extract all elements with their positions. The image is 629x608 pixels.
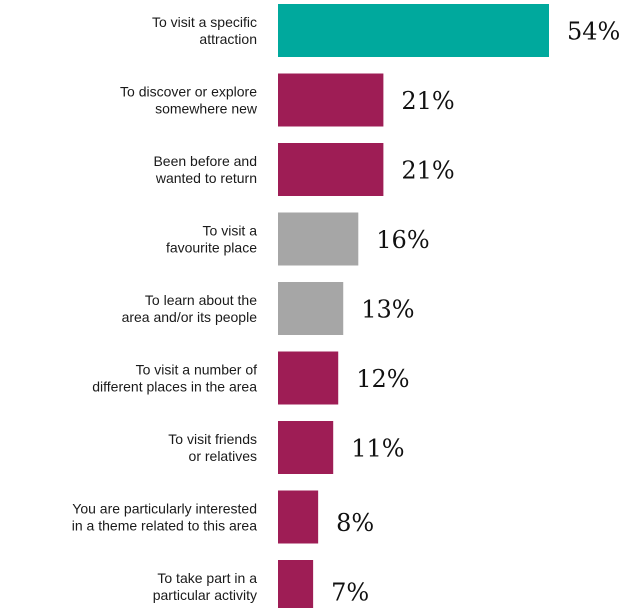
category-label-7: To visit friends or relatives xyxy=(168,431,257,464)
category-label-line: in a theme related to this area xyxy=(72,518,257,534)
bar-1 xyxy=(278,4,549,57)
category-label-line: Been before and xyxy=(153,153,257,169)
category-label-8: You are particularly interested in a them… xyxy=(72,501,257,534)
category-label-line: or relatives xyxy=(189,448,257,464)
category-label-line: attraction xyxy=(199,31,257,47)
bar-5 xyxy=(278,282,344,335)
category-label-6: To visit a number of different places in … xyxy=(92,362,257,395)
value-label-3: 21% xyxy=(401,157,454,185)
category-label-line: different places in the area xyxy=(92,379,257,395)
bar-6 xyxy=(278,351,339,405)
category-label-4: To visit a favourite place xyxy=(166,223,257,256)
category-label-line: favourite place xyxy=(166,240,257,256)
category-label-line: To learn about the xyxy=(145,292,257,308)
category-label-line: To visit a xyxy=(203,223,258,239)
category-label-line: You are particularly interested xyxy=(72,501,257,517)
category-label-2: To discover or explore somewhere new xyxy=(120,84,258,117)
category-label-line: To discover or explore xyxy=(120,84,257,100)
bar-4 xyxy=(278,212,359,266)
bar-9 xyxy=(278,560,314,608)
value-label-6: 12% xyxy=(356,365,409,393)
value-label-8: 8% xyxy=(336,509,374,537)
category-label-line: To take part in a xyxy=(157,570,257,586)
category-label-line: To visit a number of xyxy=(136,362,257,378)
category-label-line: area and/or its people xyxy=(122,309,258,325)
value-label-4: 16% xyxy=(376,226,429,254)
bars-group xyxy=(278,4,549,608)
category-labels-group: To visit a specific attraction To discover… xyxy=(72,14,258,603)
category-label-line: To visit friends xyxy=(168,431,257,447)
value-label-9: 7% xyxy=(331,579,369,607)
category-label-line: To visit a specific xyxy=(152,14,257,30)
value-label-5: 13% xyxy=(361,296,414,324)
bar-3 xyxy=(278,143,384,196)
value-label-2: 21% xyxy=(401,87,454,115)
category-label-3: Been before and wanted to return xyxy=(153,153,257,186)
category-label-line: wanted to return xyxy=(155,170,257,186)
bar-2 xyxy=(278,73,384,127)
bar-8 xyxy=(278,490,319,544)
value-label-1: 54% xyxy=(567,18,620,46)
value-labels-group: 54% 21% 21% 16% 13% 12% 11% 8% 7% xyxy=(331,18,620,607)
category-label-5: To learn about the area and/or its people xyxy=(122,292,258,325)
value-label-7: 11% xyxy=(351,435,404,463)
category-label-1: To visit a specific attraction xyxy=(152,14,257,47)
category-label-line: particular activity xyxy=(153,587,257,603)
category-label-line: somewhere new xyxy=(155,101,258,117)
category-label-9: To take part in a particular activity xyxy=(153,570,257,603)
bar-7 xyxy=(278,421,334,474)
